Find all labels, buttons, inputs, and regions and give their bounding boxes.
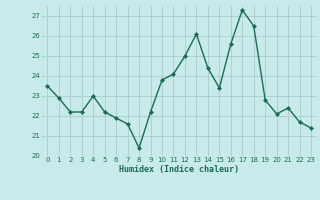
X-axis label: Humidex (Indice chaleur): Humidex (Indice chaleur) xyxy=(119,165,239,174)
